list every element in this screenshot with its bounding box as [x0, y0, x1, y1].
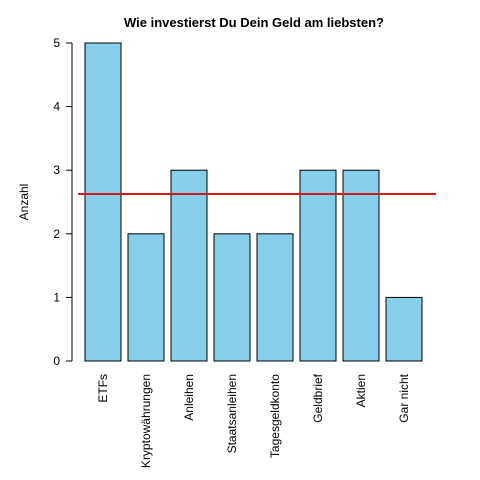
bar: [299, 169, 337, 362]
x-tick-label: Geldbrief: [311, 373, 325, 422]
x-tick-labels: ETFs Kryptowährungen Anleihen Staatsanleihe…: [96, 373, 411, 468]
x-tick-label: Staatsanleihen: [225, 374, 239, 453]
y-tick-label: 3: [53, 163, 60, 177]
x-tick-label: Gar nicht: [397, 373, 411, 422]
y-axis-label: Anzahl: [17, 184, 31, 221]
x-tick-label: ETFs: [96, 374, 110, 403]
bar: [385, 296, 423, 362]
y-tick-label: 4: [53, 100, 60, 114]
bar: [342, 169, 380, 362]
bar: [256, 233, 294, 362]
y-tick-label: 2: [53, 227, 60, 241]
bar: [213, 233, 251, 362]
x-tick-label: Tagesgeldkonto: [268, 374, 282, 458]
y-tick-label: 1: [53, 290, 60, 304]
y-tick-label: 0: [53, 354, 60, 368]
bars-group: [84, 42, 423, 362]
y-axis: 0 1 2 3 4 5: [53, 36, 73, 368]
x-tick-label: Kryptowährungen: [139, 374, 153, 468]
bar: [84, 42, 122, 362]
x-tick-label: Aktien: [354, 374, 368, 407]
bar: [127, 233, 165, 362]
bar: [170, 169, 208, 362]
y-tick-label: 5: [53, 36, 60, 50]
chart-title: Wie investierst Du Dein Geld am liebsten…: [124, 15, 384, 30]
x-tick-label: Anleihen: [182, 374, 196, 421]
